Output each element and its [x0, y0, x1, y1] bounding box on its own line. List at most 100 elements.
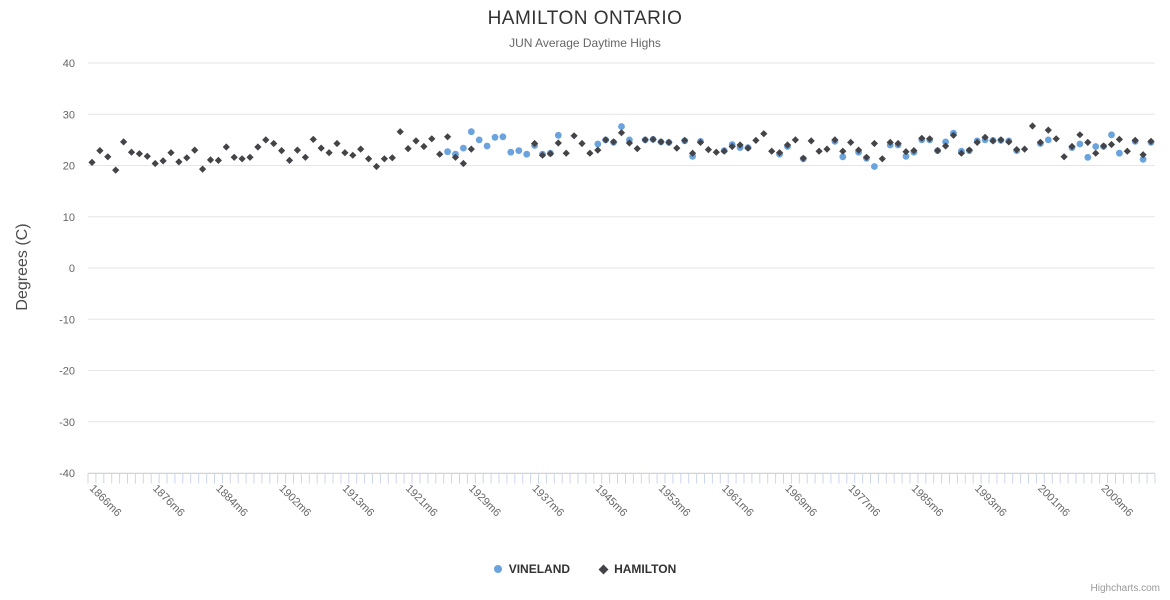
vineland-point[interactable] [902, 152, 910, 160]
hamilton-point[interactable] [309, 135, 317, 143]
hamilton-point[interactable] [665, 138, 673, 146]
hamilton-point[interactable] [112, 166, 120, 174]
hamilton-point[interactable] [696, 138, 705, 146]
hamilton-point[interactable] [997, 136, 1005, 144]
hamilton-point[interactable] [135, 150, 143, 158]
hamilton-point[interactable] [404, 145, 412, 153]
hamilton-point[interactable] [562, 149, 570, 157]
hamilton-point[interactable] [214, 156, 222, 164]
hamilton-point[interactable] [578, 139, 586, 148]
vineland-point[interactable] [467, 128, 475, 136]
hamilton-point[interactable] [538, 151, 547, 159]
hamilton-point[interactable] [325, 149, 333, 157]
vineland-point[interactable] [839, 153, 847, 161]
hamilton-point[interactable] [167, 149, 175, 157]
hamilton-point[interactable] [807, 137, 815, 145]
hamilton-point[interactable] [823, 145, 831, 153]
hamilton-point[interactable] [1005, 138, 1013, 146]
hamilton-point[interactable] [657, 138, 665, 146]
hamilton-point[interactable] [183, 154, 191, 162]
hamilton-point[interactable] [918, 134, 926, 142]
hamilton-point[interactable] [768, 147, 776, 155]
vineland-point[interactable] [507, 148, 515, 156]
hamilton-point[interactable] [689, 149, 697, 157]
hamilton-point[interactable] [704, 146, 712, 154]
vineland-point[interactable] [594, 140, 602, 148]
vineland-point[interactable] [1108, 131, 1115, 139]
hamilton-point[interactable] [175, 158, 183, 166]
hamilton-point[interactable] [436, 150, 444, 158]
hamilton-point[interactable] [633, 145, 641, 153]
hamilton-point[interactable] [262, 136, 270, 144]
vineland-point[interactable] [1139, 155, 1147, 163]
hamilton-point[interactable] [254, 143, 262, 151]
hamilton-point[interactable] [594, 146, 602, 154]
hamilton-point[interactable] [546, 150, 554, 158]
vineland-point[interactable] [1076, 140, 1084, 148]
hamilton-point[interactable] [278, 147, 286, 155]
hamilton-point[interactable] [989, 137, 997, 145]
hamilton-point[interactable] [554, 139, 562, 147]
vineland-point[interactable] [515, 147, 523, 155]
hamilton-point[interactable] [617, 129, 626, 137]
hamilton-point[interactable] [1044, 126, 1052, 134]
hamilton-point[interactable] [1052, 135, 1060, 143]
hamilton-point[interactable] [942, 142, 950, 150]
hamilton-point[interactable] [372, 162, 381, 171]
hamilton-point[interactable] [222, 143, 230, 151]
hamilton-point[interactable] [610, 138, 618, 146]
hamilton-point[interactable] [451, 153, 460, 161]
hamilton-point[interactable] [981, 133, 989, 141]
hamilton-point[interactable] [88, 158, 96, 166]
hamilton-point[interactable] [230, 153, 238, 161]
hamilton-point[interactable] [1028, 122, 1037, 130]
vineland-point[interactable] [1092, 143, 1100, 150]
hamilton-point[interactable] [878, 155, 886, 163]
hamilton-point[interactable] [1123, 147, 1131, 155]
vineland-point[interactable] [1044, 136, 1052, 144]
hamilton-point[interactable] [301, 153, 309, 161]
hamilton-point[interactable] [712, 148, 720, 156]
hamilton-point[interactable] [847, 138, 855, 146]
hamilton-point[interactable] [293, 146, 301, 154]
hamilton-point[interactable] [127, 148, 136, 156]
hamilton-point[interactable] [531, 139, 539, 148]
hamilton-point[interactable] [973, 138, 981, 146]
hamilton-point[interactable] [839, 147, 847, 155]
hamilton-point[interactable] [246, 153, 254, 161]
hamilton-point[interactable] [1084, 138, 1092, 146]
hamilton-point[interactable] [862, 153, 871, 161]
hamilton-point[interactable] [143, 152, 151, 160]
hamilton-point[interactable] [760, 130, 768, 138]
hamilton-point[interactable] [1131, 136, 1139, 144]
hamilton-point[interactable] [570, 132, 578, 140]
vineland-point[interactable] [499, 133, 507, 141]
hamilton-point[interactable] [270, 139, 278, 148]
hamilton-point[interactable] [602, 136, 610, 144]
hamilton-point[interactable] [1021, 145, 1029, 153]
hamilton-point[interactable] [349, 151, 357, 159]
hamilton-point[interactable] [649, 135, 657, 143]
hamilton-point[interactable] [1139, 151, 1147, 159]
vineland-point[interactable] [523, 150, 531, 158]
hamilton-point[interactable] [467, 145, 475, 153]
hamilton-point[interactable] [799, 154, 807, 162]
hamilton-point[interactable] [894, 139, 902, 148]
hamilton-point[interactable] [420, 142, 428, 151]
hamilton-point[interactable] [965, 146, 973, 154]
hamilton-point[interactable] [120, 138, 128, 146]
vineland-point[interactable] [1116, 149, 1123, 157]
hamilton-point[interactable] [1036, 138, 1044, 146]
highcharts-credits-link[interactable]: Highcharts.com [1090, 583, 1160, 594]
hamilton-point[interactable] [1107, 140, 1116, 149]
hamilton-point[interactable] [412, 137, 420, 145]
hamilton-point[interactable] [206, 156, 215, 164]
hamilton-point[interactable] [855, 146, 863, 154]
hamilton-point[interactable] [736, 141, 744, 149]
hamilton-point[interactable] [365, 155, 373, 163]
hamilton-point[interactable] [1147, 137, 1155, 145]
hamilton-point[interactable] [428, 135, 436, 143]
hamilton-point[interactable] [720, 147, 728, 155]
hamilton-point[interactable] [1115, 135, 1123, 143]
hamilton-point[interactable] [104, 153, 112, 161]
